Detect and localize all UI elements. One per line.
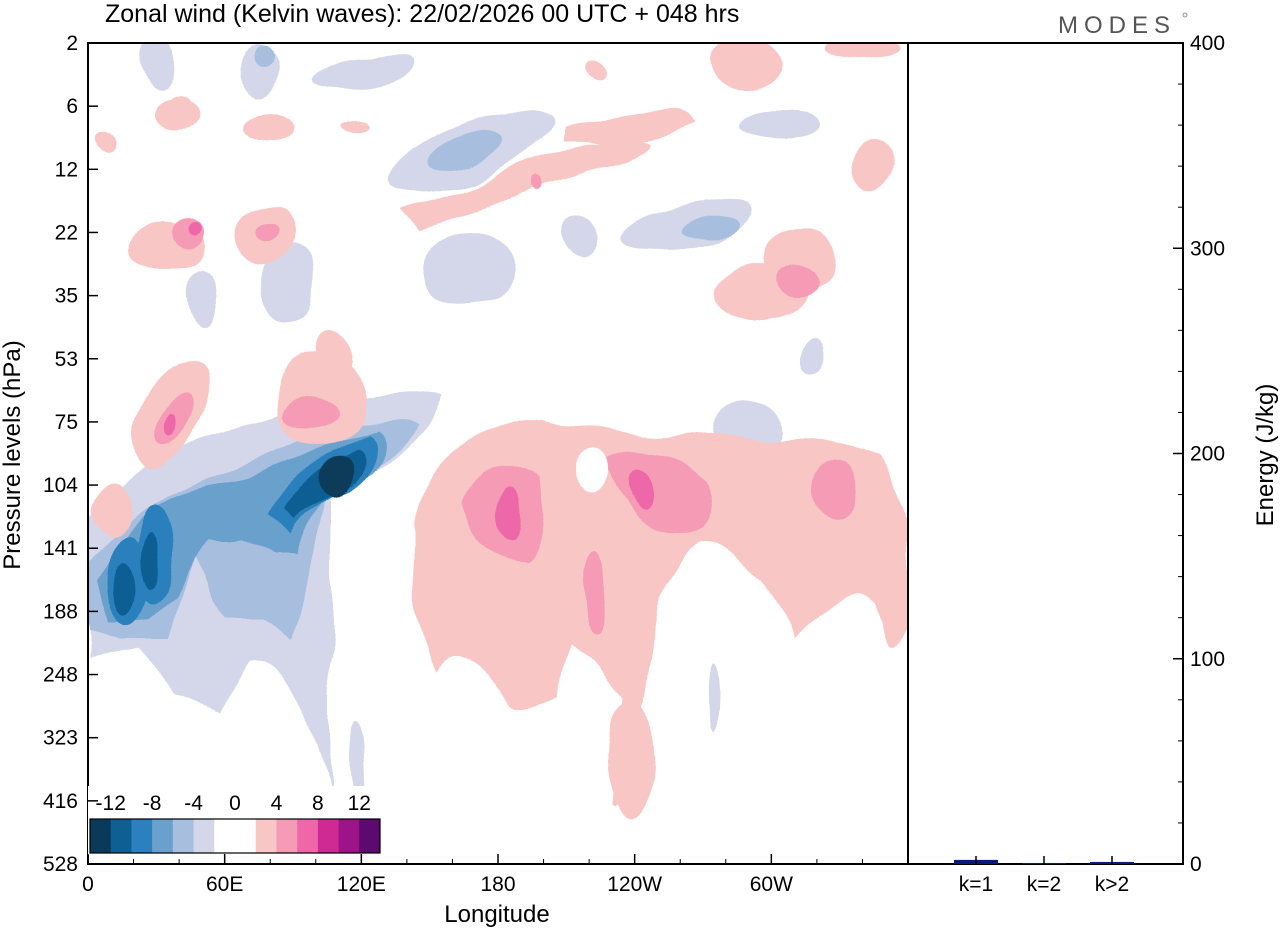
- colorbar-swatch: [193, 819, 215, 853]
- y-tick-label: 248: [43, 664, 78, 687]
- y-tick-label: 528: [43, 853, 78, 876]
- colorbar-swatch: [297, 819, 319, 853]
- x-tick-label: 60W: [750, 873, 793, 896]
- colorbar-swatch: [255, 819, 277, 853]
- colorbar-frame: [89, 818, 381, 854]
- y-tick-label: 104: [43, 474, 78, 497]
- bar-category-label: k=2: [1027, 873, 1061, 896]
- colorbar-label: 4: [271, 792, 283, 815]
- y-tick-label: 141: [43, 537, 78, 560]
- colorbar-swatch: [317, 819, 340, 853]
- y-tick-label: 53: [55, 348, 78, 371]
- y-tick-label: 35: [55, 285, 78, 308]
- y-axis: 2 6 12 22 35 53 75 104 141 188 248 323 416 528: [43, 32, 98, 876]
- energy-tick-label: 100: [1190, 648, 1225, 671]
- colorbar-swatch: [338, 819, 360, 853]
- colorbar-label: 0: [229, 792, 241, 815]
- colorbar-swatch: [359, 819, 381, 853]
- energy-plot-frame: [907, 42, 1184, 865]
- colorbar-label: -8: [143, 792, 162, 815]
- energy-tick-label: 400: [1190, 32, 1225, 55]
- energy-axis-title: Energy (J/kg): [1252, 384, 1279, 527]
- colorbar-swatch: [214, 819, 236, 853]
- colorbar-label: 8: [312, 792, 324, 815]
- y-tick-label: 12: [55, 158, 78, 181]
- chart-title: Zonal wind (Kelvin waves): 22/02/2026 00…: [105, 0, 739, 28]
- y-tick-label: 6: [66, 95, 78, 118]
- y-tick-label: 75: [55, 411, 78, 434]
- colorbar-swatch: [235, 819, 257, 853]
- bar-category-label: k=1: [959, 873, 993, 896]
- colorbar: -12 -8 -4 0 4 8 12: [88, 786, 382, 855]
- y-tick-label: 416: [43, 790, 78, 813]
- energy-axis: 0 100 200 300 400: [1173, 32, 1225, 876]
- colorbar-label: -4: [184, 792, 203, 815]
- colorbar-swatch: [172, 819, 195, 853]
- x-axis-title: Longitude: [444, 901, 549, 928]
- energy-tick-label: 300: [1190, 237, 1225, 260]
- colorbar-swatch: [152, 819, 174, 853]
- x-tick-label: 0: [82, 873, 94, 896]
- colorbar-swatch: [110, 819, 132, 853]
- y-tick-label: 323: [43, 727, 78, 750]
- contour-field: [88, 43, 908, 820]
- y-tick-label: 188: [43, 600, 78, 623]
- bar-category-label: k>2: [1095, 873, 1129, 896]
- x-axis: 0 60E 120E 180 120W 60W: [82, 854, 863, 896]
- registered-mark-icon: [1182, 12, 1188, 18]
- x-tick-label: 120W: [607, 873, 662, 896]
- y-axis-title: Pressure levels (hPa): [0, 340, 26, 569]
- energy-tick-label: 200: [1190, 443, 1225, 466]
- x-tick-label: 60E: [206, 873, 243, 896]
- colorbar-label: 12: [348, 792, 371, 815]
- y-tick-label: 22: [55, 221, 78, 244]
- colorbar-label: -12: [96, 792, 126, 815]
- brand-logo: MODES: [1058, 12, 1176, 39]
- energy-bars: k=1 k=2 k>2: [954, 856, 1134, 896]
- y-tick-label: 2: [66, 32, 78, 55]
- colorbar-swatch: [131, 819, 153, 853]
- energy-tick-label: 0: [1190, 853, 1202, 876]
- x-tick-label: 120E: [337, 873, 386, 896]
- x-tick-label: 180: [480, 873, 515, 896]
- colorbar-swatch: [90, 819, 112, 853]
- colorbar-swatch: [276, 819, 298, 853]
